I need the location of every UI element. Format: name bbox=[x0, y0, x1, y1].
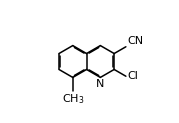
Text: CH$_3$: CH$_3$ bbox=[62, 93, 84, 107]
Text: CN: CN bbox=[127, 36, 143, 46]
Text: N: N bbox=[95, 79, 104, 89]
Text: Cl: Cl bbox=[128, 71, 139, 81]
